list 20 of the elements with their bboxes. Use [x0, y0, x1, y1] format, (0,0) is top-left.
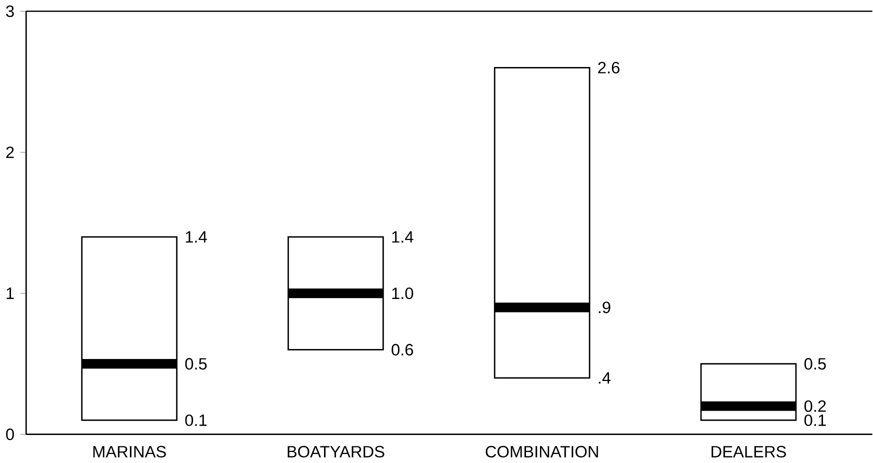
x-tick-label: MARINAS [93, 446, 166, 458]
x-tick-label: BOATYARDS [288, 446, 384, 458]
annotation: 0.5 [185, 358, 207, 370]
annotation: 0.2 [804, 400, 826, 412]
y-tick-label: 3 [6, 5, 14, 18]
annotation: 0.1 [804, 414, 826, 426]
y-tick-label: 1 [6, 288, 14, 299]
annotation: 0.5 [804, 358, 826, 370]
x-tick-label: COMBINATION [486, 446, 598, 458]
annotation: .4 [598, 372, 611, 384]
annotation: 2.6 [598, 62, 620, 74]
annotation: 0.6 [392, 344, 414, 356]
annotation: 0.1 [185, 414, 207, 426]
annotation: .9 [598, 302, 610, 314]
x-tick-label: DEALERS [712, 446, 786, 458]
annotation: 1.4 [392, 231, 414, 243]
y-tick-label: 0 [6, 428, 14, 440]
annotation: 1.0 [392, 288, 414, 300]
y-tick-label: 2 [6, 146, 14, 158]
annotation: 1.4 [186, 231, 207, 243]
